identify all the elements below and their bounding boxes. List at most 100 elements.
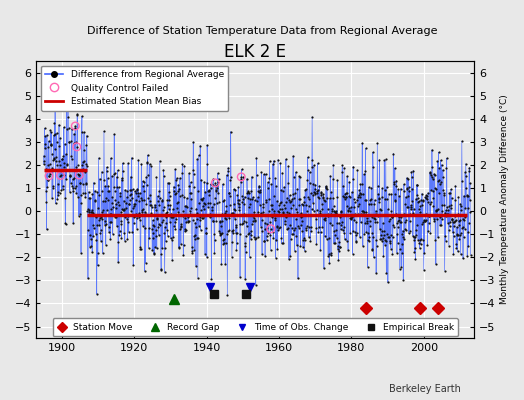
Point [333, 193, 341, 200]
Point [47, 129, 56, 136]
Point [297, 222, 305, 228]
Point [269, 211, 278, 218]
Point [177, 223, 185, 230]
Point [387, 245, 395, 252]
Point [53, 162, 61, 168]
Point [99, 207, 107, 213]
Point [318, 189, 326, 196]
Point [121, 186, 129, 193]
Point [459, 224, 467, 230]
Point [421, 218, 429, 224]
Point [267, 226, 275, 232]
Point [161, 224, 169, 231]
Point [216, 219, 225, 225]
Point [392, 220, 401, 226]
Point [43, 132, 51, 138]
Point [257, 223, 265, 230]
Point [308, 114, 316, 120]
Point [108, 200, 116, 206]
Point [263, 232, 271, 239]
Point [51, 200, 60, 207]
Point [52, 130, 61, 136]
Point [216, 231, 225, 238]
Point [59, 153, 68, 160]
Point [435, 164, 444, 171]
Point [167, 210, 176, 217]
Point [237, 166, 246, 173]
Point [332, 227, 341, 234]
Point [426, 169, 434, 175]
Point [319, 191, 328, 198]
Point [377, 236, 385, 242]
Point [399, 277, 408, 283]
Point [450, 219, 458, 225]
Point [198, 214, 206, 221]
Point [66, 173, 74, 179]
Point [267, 226, 275, 232]
Point [83, 208, 92, 214]
Point [301, 237, 309, 243]
Point [114, 259, 122, 266]
Point [461, 226, 469, 232]
Point [181, 228, 189, 235]
Point [427, 187, 435, 194]
Point [147, 163, 155, 170]
Point [419, 237, 428, 243]
Point [263, 221, 271, 228]
Point [128, 186, 137, 192]
Point [229, 210, 237, 216]
Point [394, 218, 402, 224]
Point [452, 217, 460, 223]
Point [410, 249, 419, 256]
Point [119, 197, 128, 204]
Point [236, 231, 245, 238]
Point [376, 236, 385, 242]
Point [302, 225, 310, 232]
Point [382, 269, 390, 276]
Point [93, 189, 102, 196]
Point [281, 205, 289, 212]
Point [363, 217, 371, 224]
Point [309, 180, 318, 187]
Point [255, 184, 263, 190]
Point [310, 162, 318, 169]
Point [379, 253, 388, 259]
Point [98, 208, 106, 215]
Point [128, 195, 136, 202]
Point [221, 208, 230, 214]
Point [450, 217, 458, 224]
Point [207, 276, 215, 282]
Point [113, 174, 121, 180]
Point [213, 200, 221, 206]
Point [418, 190, 426, 197]
Point [186, 211, 194, 218]
Point [364, 230, 372, 236]
Point [434, 234, 442, 240]
Point [413, 182, 421, 188]
Point [199, 203, 207, 210]
Point [52, 154, 60, 160]
Point [75, 211, 84, 217]
Point [218, 230, 226, 236]
Point [271, 175, 279, 182]
Point [438, 162, 446, 168]
Point [400, 188, 408, 194]
Point [115, 184, 123, 191]
Point [43, 177, 52, 184]
Point [165, 189, 173, 196]
Point [392, 250, 401, 256]
Point [354, 210, 362, 217]
Point [380, 241, 389, 248]
Point [56, 172, 64, 179]
Point [108, 231, 117, 237]
Point [339, 227, 347, 234]
Point [308, 157, 316, 163]
Point [388, 233, 397, 240]
Point [425, 213, 433, 219]
Point [154, 224, 162, 230]
Point [378, 194, 386, 200]
Point [425, 213, 433, 219]
Point [104, 183, 112, 189]
Point [169, 183, 178, 190]
Point [98, 216, 106, 222]
